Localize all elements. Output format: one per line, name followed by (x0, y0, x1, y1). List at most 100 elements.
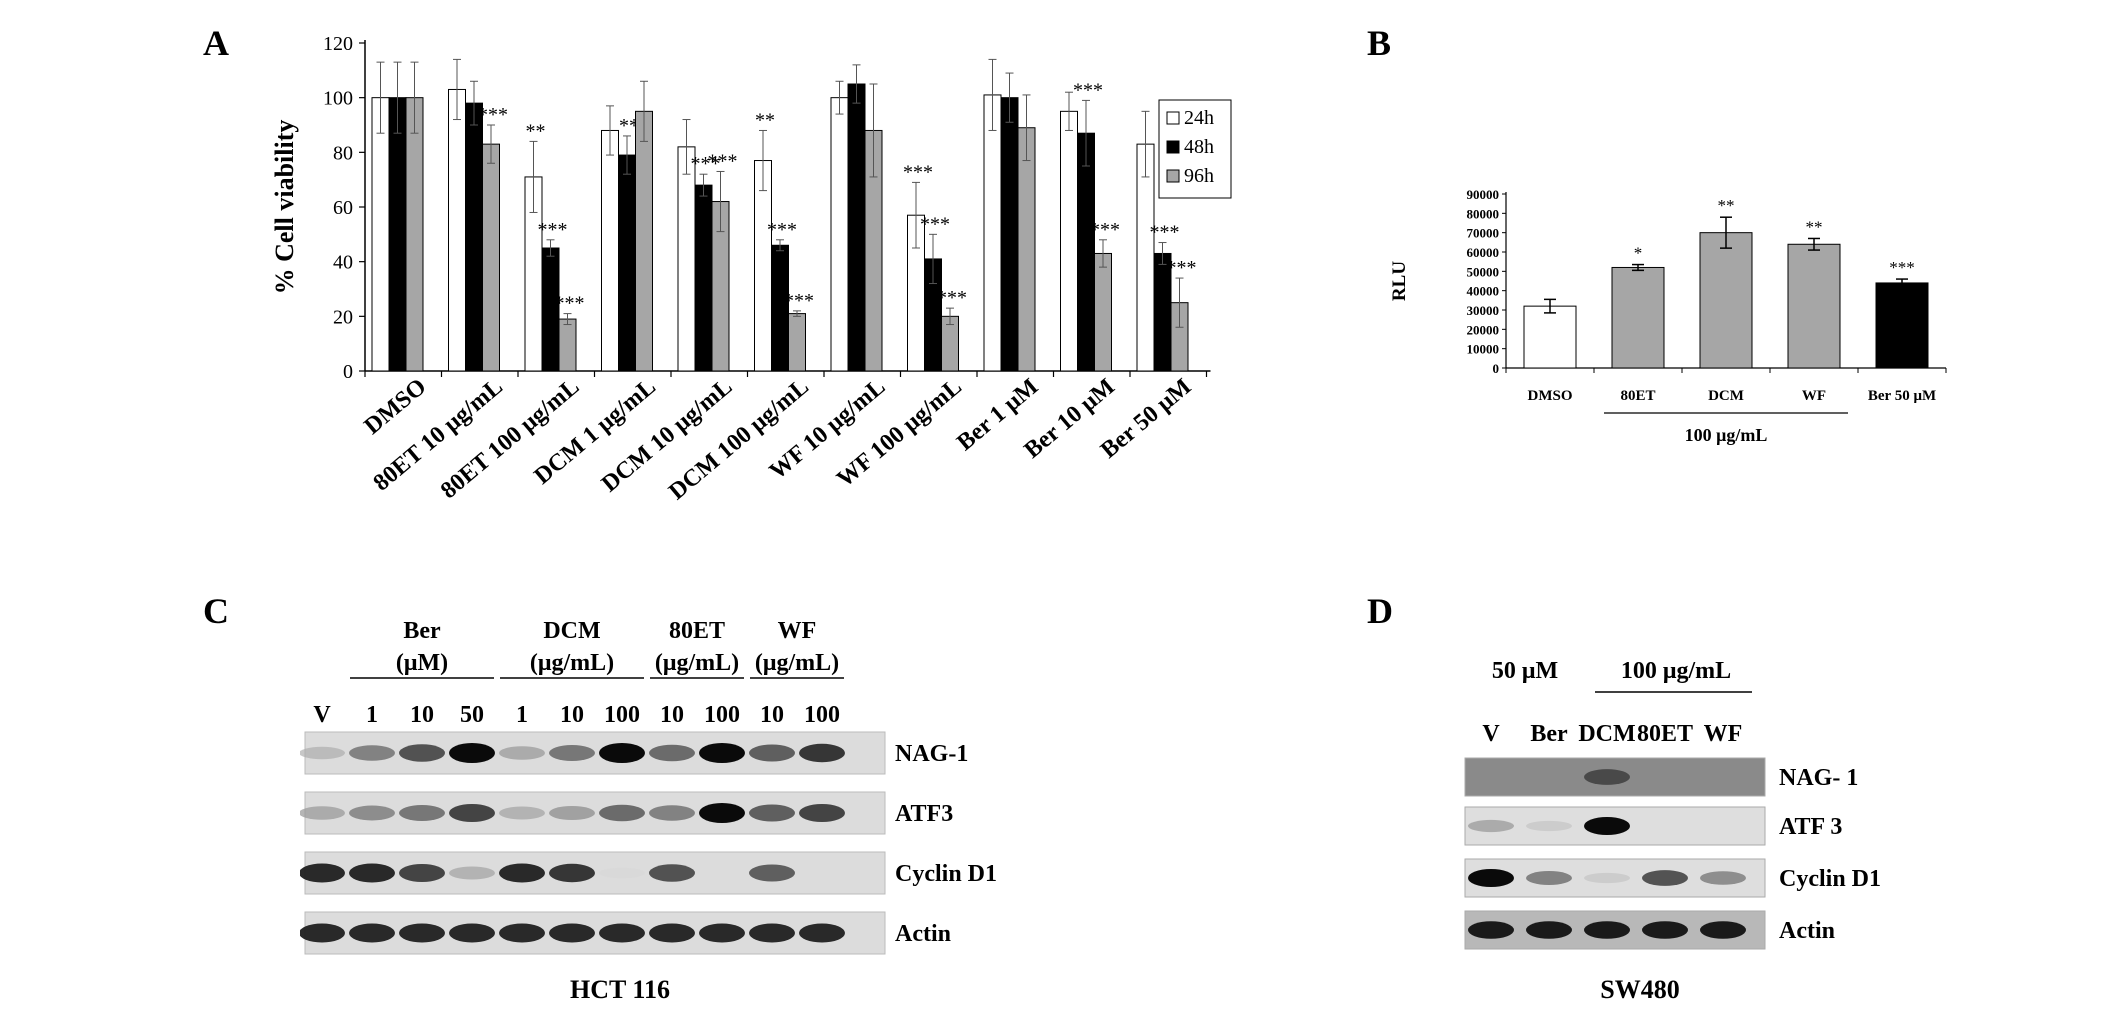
blot-band (1468, 819, 1514, 833)
blot-band (499, 863, 545, 883)
blot-row-label: Cyclin D1 (895, 861, 997, 887)
blot-band (449, 923, 495, 943)
significance-marker: ** (755, 109, 775, 131)
significance-marker: *** (1090, 219, 1120, 241)
blot-band (449, 743, 495, 763)
lane-label: 100 (604, 702, 640, 728)
header-concentration-ber: 50 μM (1492, 658, 1558, 684)
group-header-line2: (μg/mL) (755, 650, 839, 676)
blot-band (499, 746, 545, 760)
blot-band (300, 923, 345, 943)
significance-marker: ** (526, 120, 546, 142)
blot-band (549, 923, 595, 943)
western-blot-hct116: Ber (μM) DCM (μg/mL) 80ET (μg/mL) WF (μg/mL) V 1 1… (300, 618, 997, 955)
lane-label: 10 (660, 702, 684, 728)
panel-letter-c: C (203, 591, 229, 631)
bar-rlu (1787, 243, 1841, 369)
blot-band (349, 805, 395, 821)
y-tick-label: 10000 (1467, 342, 1500, 357)
blot-band (699, 923, 745, 943)
significance-marker: *** (1073, 79, 1103, 101)
blot-band (449, 804, 495, 822)
western-blot-sw480: 50 μM 100 μg/mL V Ber DCM 80ET WF NAG- 1 ATF 3 Cy… (1464, 658, 1881, 950)
blot-row-label: NAG-1 (895, 741, 968, 767)
significance-marker: *** (920, 213, 950, 235)
legend-swatch-96h (1166, 169, 1180, 183)
group-header-line2: (μg/mL) (530, 650, 614, 676)
blot-band (1526, 871, 1572, 885)
y-tick-label: 60 (333, 197, 353, 219)
x-category-label: DCM (1708, 388, 1744, 404)
lane-label: 100 (804, 702, 840, 728)
y-tick-label: 60000 (1467, 245, 1500, 260)
legend-label-48h: 48h (1184, 136, 1214, 158)
legend-label-24h: 24h (1184, 107, 1214, 129)
bar-48h (694, 184, 713, 372)
x-category-label: DCM 100 μg/mL (664, 374, 814, 506)
blot-band (1700, 921, 1746, 939)
y-tick-label: 120 (323, 33, 353, 55)
blot-band (749, 864, 795, 882)
x-category-label: DMSO (359, 374, 431, 440)
bar-24h (983, 94, 1002, 372)
bar-48h (1000, 97, 1019, 372)
significance-marker: *** (691, 153, 721, 175)
blot-band (300, 746, 345, 760)
y-tick-label: 20000 (1467, 322, 1500, 337)
lane-label: Ber (1530, 721, 1568, 747)
header-concentration-extracts: 100 μg/mL (1621, 658, 1731, 684)
lane-label: 50 (460, 702, 484, 728)
blot-band (349, 923, 395, 943)
y-tick-label: 80 (333, 142, 353, 164)
bar-48h (847, 83, 866, 372)
bar-48h (388, 97, 407, 372)
significance-marker: ** (1718, 196, 1735, 215)
significance-marker: *** (903, 161, 933, 183)
bar-rlu (1699, 232, 1753, 369)
blot-band (300, 806, 345, 820)
lane-label: DCM (1578, 721, 1635, 747)
bar-48h (1077, 132, 1095, 372)
blot-band (699, 803, 745, 823)
blot-row-label: Actin (1779, 918, 1835, 944)
blot-band (1468, 921, 1514, 939)
y-tick-label: 50000 (1467, 264, 1500, 279)
x-category-label: 80ET 10 μg/mL (369, 374, 508, 497)
bar-48h (465, 102, 483, 372)
cell-line-label-hct116: HCT 116 (570, 975, 670, 1004)
bar-rlu (1875, 282, 1929, 369)
bar-96h (558, 318, 577, 372)
bar-24h (448, 88, 466, 372)
blot-band (549, 806, 595, 820)
x-category-label: DCM 10 μg/mL (597, 374, 738, 498)
blot-band (749, 923, 795, 943)
blot-band (599, 867, 645, 879)
blot-band (799, 804, 845, 822)
blot-band (799, 923, 845, 943)
blot-row-label: ATF3 (895, 801, 953, 827)
significance-marker: *** (784, 290, 814, 312)
blot-band (399, 805, 445, 821)
panel-letter-d: D (1367, 591, 1393, 631)
group-header-line2: (μM) (396, 650, 448, 676)
bar-24h (830, 97, 849, 372)
group-label-b: 100 μg/mL (1685, 425, 1768, 445)
bar-rlu (1523, 305, 1577, 369)
y-tick-label: 30000 (1467, 303, 1500, 318)
group-header-line1: DCM (543, 618, 600, 644)
blot-band (549, 745, 595, 761)
blot-band (349, 745, 395, 761)
x-category-label: Ber 50 μM (1868, 388, 1936, 404)
significance-marker: *** (1150, 222, 1180, 244)
legend-label-96h: 96h (1184, 165, 1214, 187)
blot-band (549, 863, 595, 883)
bar-24h (754, 160, 772, 372)
significance-marker: *** (767, 219, 797, 241)
blot-band (349, 863, 395, 883)
y-tick-label: 20 (333, 306, 353, 328)
panel-letter-b: B (1367, 23, 1392, 63)
x-category-label: 80ET 100 μg/mL (436, 374, 584, 504)
blot-band (599, 743, 645, 763)
significance-marker: *** (708, 150, 738, 172)
